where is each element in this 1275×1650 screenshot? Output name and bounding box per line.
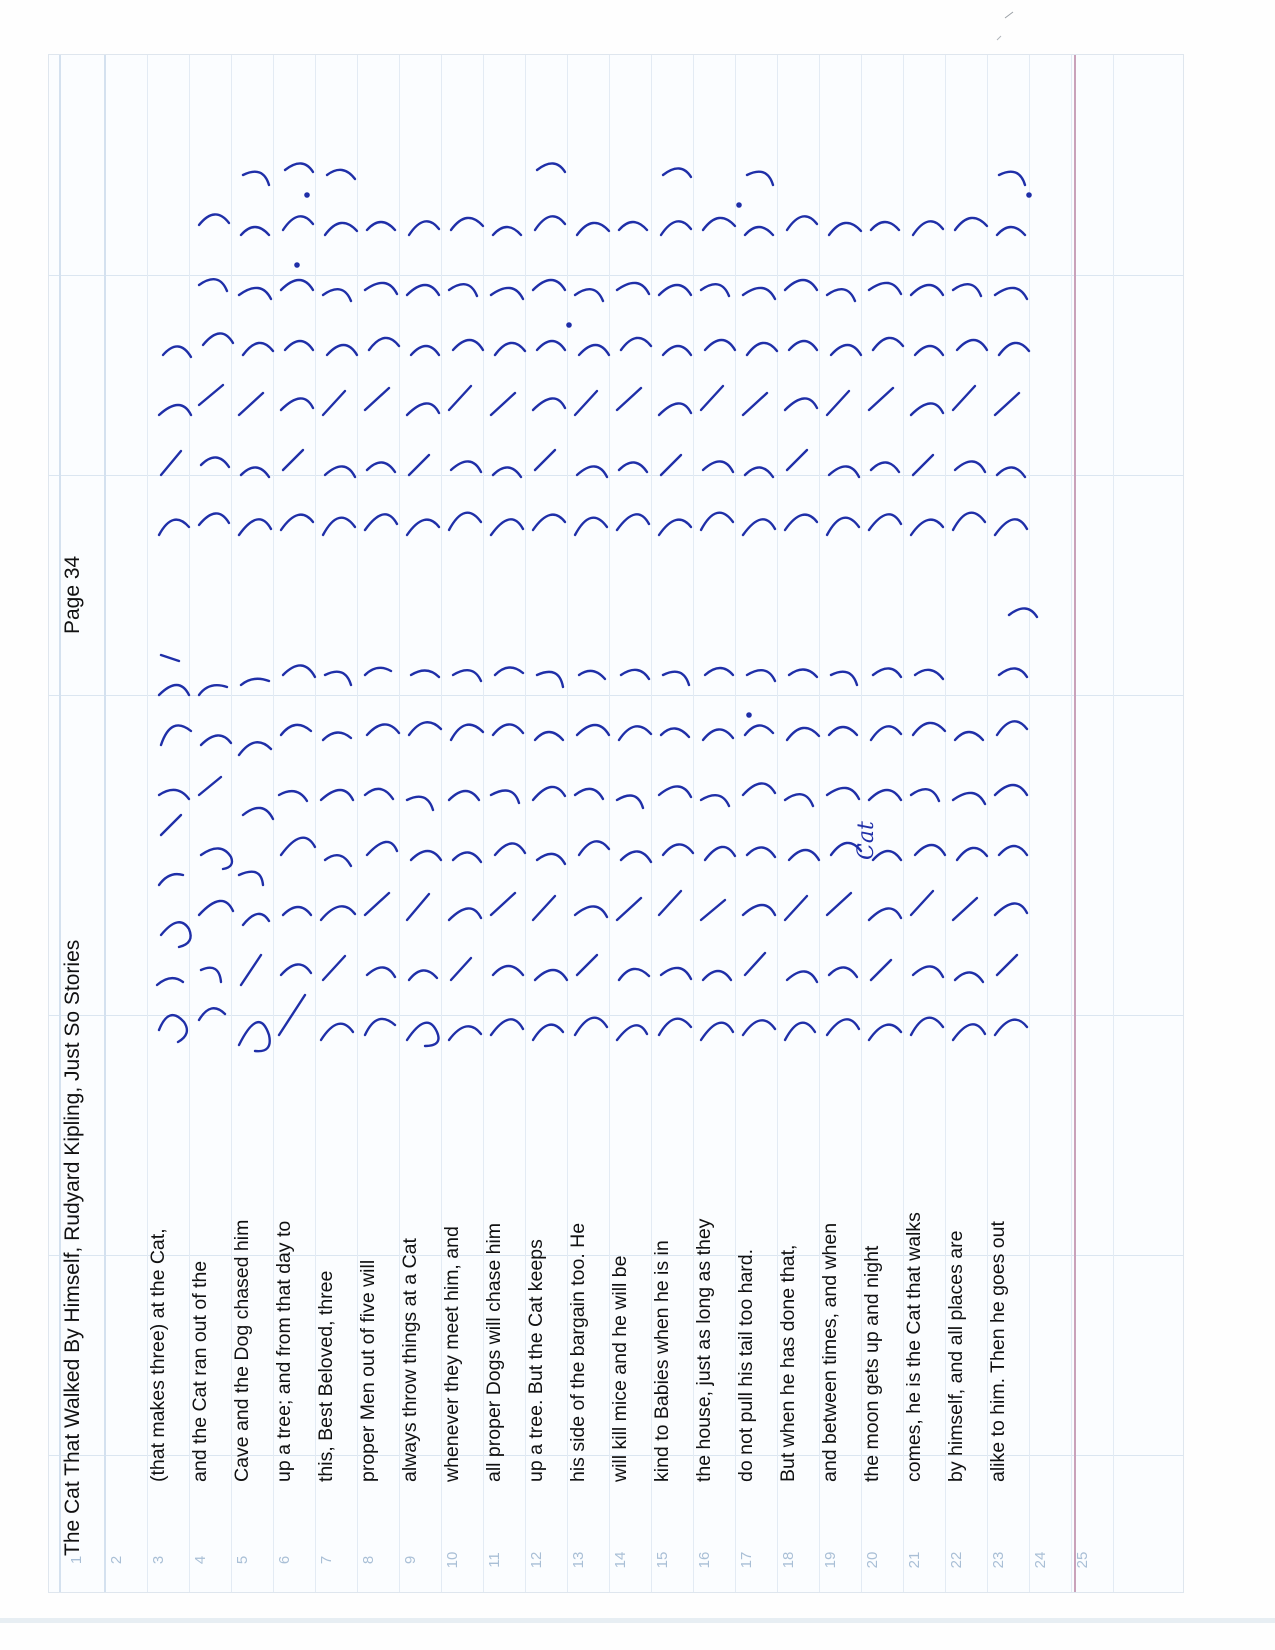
ruled-line xyxy=(147,55,148,1592)
ruled-line xyxy=(651,55,652,1592)
ruled-line xyxy=(693,55,694,1592)
ruled-notebook-sheet: The Cat That Walked By Himself, Rudyard … xyxy=(48,54,1184,1593)
ruled-line xyxy=(567,55,568,1592)
ruled-line xyxy=(273,55,274,1592)
rule-line xyxy=(49,1455,1183,1456)
ruled-line xyxy=(399,55,400,1592)
ruled-line xyxy=(1113,55,1114,1592)
ruled-line xyxy=(945,55,946,1592)
shorthand-handwriting: Cat xyxy=(155,162,1039,1053)
ruled-line xyxy=(1071,55,1072,1592)
ruled-line xyxy=(903,55,904,1592)
ruled-line xyxy=(483,55,484,1592)
ruled-line xyxy=(987,55,988,1592)
rule-line xyxy=(49,475,1183,476)
ruled-line xyxy=(357,55,358,1592)
ruled-line xyxy=(861,55,862,1592)
scan-edge xyxy=(0,1618,1275,1623)
margin-line xyxy=(59,55,61,1592)
margin-line xyxy=(104,55,106,1592)
ruled-line xyxy=(819,55,820,1592)
scan-speck xyxy=(996,11,1014,41)
ruled-line xyxy=(231,55,232,1592)
ruled-line xyxy=(1029,55,1030,1592)
rule-line xyxy=(49,695,1183,696)
ruled-line xyxy=(315,55,316,1592)
ruled-line xyxy=(189,55,190,1592)
ruled-line xyxy=(441,55,442,1592)
center-fold-line xyxy=(1074,55,1076,1592)
rule-line xyxy=(49,1015,1183,1016)
ruled-line xyxy=(609,55,610,1592)
ruled-line xyxy=(777,55,778,1592)
ruled-line xyxy=(735,55,736,1592)
ruled-line xyxy=(525,55,526,1592)
shorthand-word: Cat xyxy=(854,821,879,860)
rule-line xyxy=(49,275,1183,276)
rule-line xyxy=(49,1255,1183,1256)
